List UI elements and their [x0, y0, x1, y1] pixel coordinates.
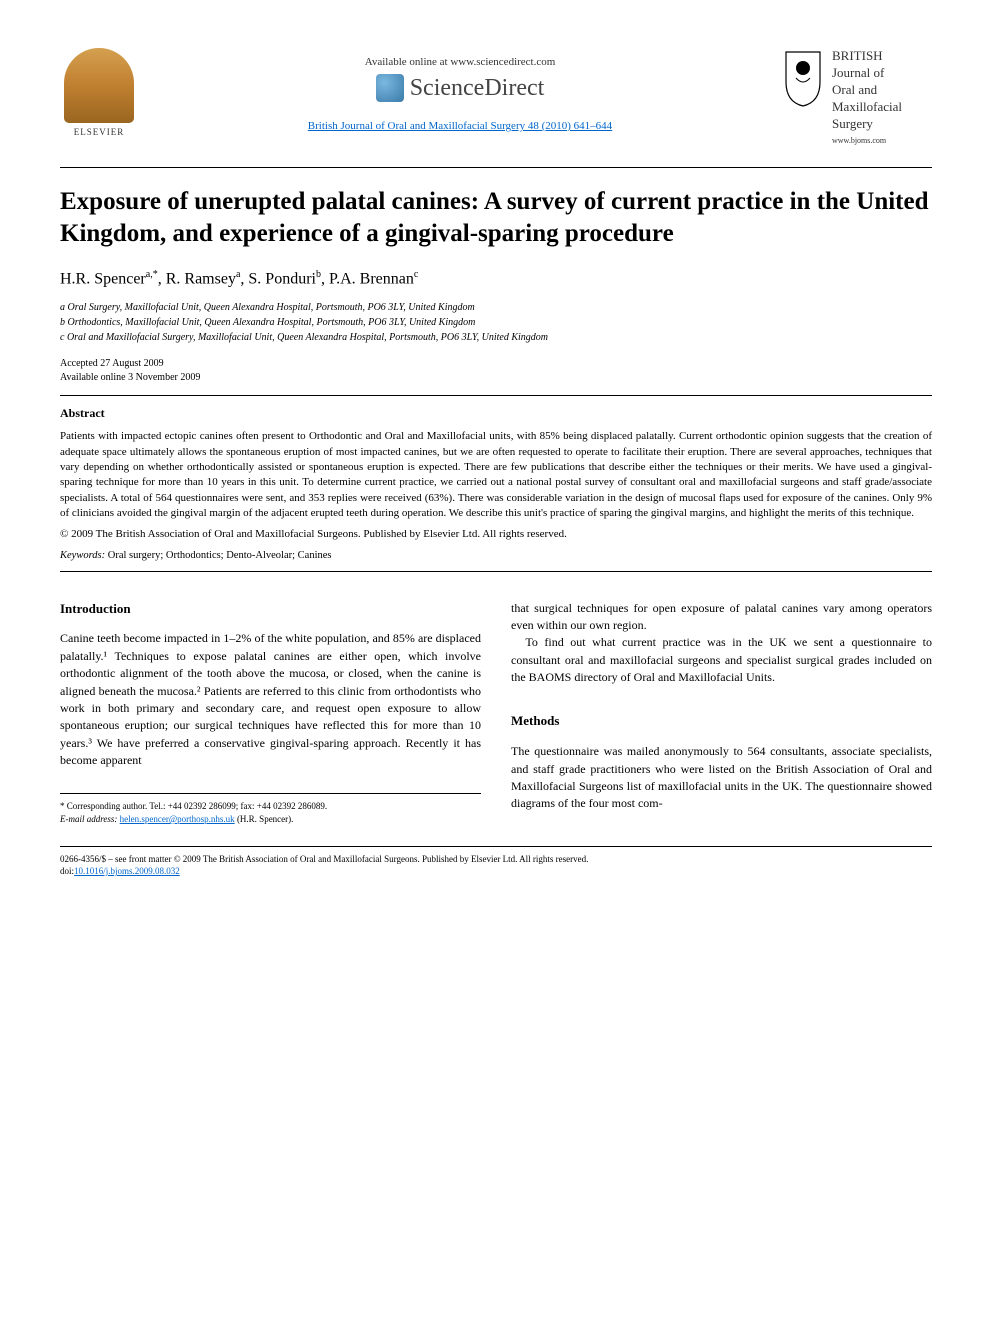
- accepted-date: Accepted 27 August 2009: [60, 357, 932, 371]
- abstract-heading: Abstract: [60, 406, 932, 421]
- sciencedirect-label: ScienceDirect: [410, 75, 545, 102]
- issn-line: 0266-4356/$ – see front matter © 2009 Th…: [60, 853, 932, 866]
- sciencedirect-logo: ScienceDirect: [376, 74, 545, 102]
- corresponding-author-footnote: * Corresponding author. Tel.: +44 02392 …: [60, 793, 481, 825]
- email-link[interactable]: helen.spencer@porthosp.nhs.uk: [120, 814, 235, 824]
- elsevier-label: ELSEVIER: [74, 127, 125, 137]
- journal-crest-icon: [782, 48, 824, 108]
- journal-url: www.bjoms.com: [832, 136, 902, 146]
- affiliation-c: c Oral and Maxillofacial Surgery, Maxill…: [60, 330, 932, 345]
- column-left: Introduction Canine teeth become impacte…: [60, 600, 481, 826]
- intro-heading: Introduction: [60, 600, 481, 619]
- methods-heading: Methods: [511, 712, 932, 731]
- journal-line1: BRITISH: [832, 48, 902, 65]
- affiliation-a: a Oral Surgery, Maxillofacial Unit, Quee…: [60, 300, 932, 315]
- available-online-text: Available online at www.sciencedirect.co…: [138, 56, 782, 68]
- journal-line3: Oral and: [832, 82, 902, 99]
- divider-top: [60, 167, 932, 168]
- page-footer: 0266-4356/$ – see front matter © 2009 Th…: [60, 846, 932, 878]
- affiliations: a Oral Surgery, Maxillofacial Unit, Quee…: [60, 300, 932, 345]
- email-name: (H.R. Spencer).: [237, 814, 293, 824]
- email-label: E-mail address:: [60, 814, 117, 824]
- article-title: Exposure of unerupted palatal canines: A…: [60, 186, 932, 251]
- authors-line: H.R. Spencera,*, R. Ramseya, S. Pondurib…: [60, 269, 932, 288]
- elsevier-tree-icon: [64, 48, 134, 123]
- online-date: Available online 3 November 2009: [60, 371, 932, 385]
- doi-link[interactable]: 10.1016/j.bjoms.2009.08.032: [74, 866, 180, 876]
- article-dates: Accepted 27 August 2009 Available online…: [60, 357, 932, 385]
- keywords-line: Keywords: Oral surgery; Orthodontics; De…: [60, 550, 932, 561]
- sciencedirect-icon: [376, 74, 404, 102]
- page-header: ELSEVIER Available online at www.science…: [60, 48, 932, 147]
- journal-citation-link[interactable]: British Journal of Oral and Maxillofacia…: [308, 120, 612, 132]
- journal-name: BRITISH Journal of Oral and Maxillofacia…: [832, 48, 902, 147]
- methods-para1: The questionnaire was mailed anonymously…: [511, 743, 932, 813]
- abstract-copyright: © 2009 The British Association of Oral a…: [60, 528, 932, 540]
- column-right: that surgical techniques for open exposu…: [511, 600, 932, 826]
- abstract-body: Patients with impacted ectopic canines o…: [60, 429, 932, 521]
- journal-logo-block: BRITISH Journal of Oral and Maxillofacia…: [782, 48, 932, 147]
- email-line: E-mail address: helen.spencer@porthosp.n…: [60, 813, 481, 826]
- intro-para3: To find out what current practice was in…: [511, 634, 932, 686]
- intro-para2: that surgical techniques for open exposu…: [511, 600, 932, 635]
- elsevier-logo: ELSEVIER: [60, 48, 138, 137]
- divider-abstract-bottom: [60, 571, 932, 572]
- doi-label: doi:: [60, 866, 74, 876]
- corresp-line: * Corresponding author. Tel.: +44 02392 …: [60, 800, 481, 813]
- affiliation-b: b Orthodontics, Maxillofacial Unit, Quee…: [60, 315, 932, 330]
- body-columns: Introduction Canine teeth become impacte…: [60, 600, 932, 826]
- divider-abstract-top: [60, 395, 932, 396]
- journal-line2: Journal of: [832, 65, 902, 82]
- keywords-label: Keywords:: [60, 550, 105, 561]
- journal-line4: Maxillofacial: [832, 99, 902, 116]
- keywords-value: Oral surgery; Orthodontics; Dento-Alveol…: [108, 550, 332, 561]
- journal-line5: Surgery: [832, 116, 902, 133]
- header-center: Available online at www.sciencedirect.co…: [138, 48, 782, 134]
- intro-para1: Canine teeth become impacted in 1–2% of …: [60, 630, 481, 769]
- doi-line: doi:10.1016/j.bjoms.2009.08.032: [60, 865, 932, 878]
